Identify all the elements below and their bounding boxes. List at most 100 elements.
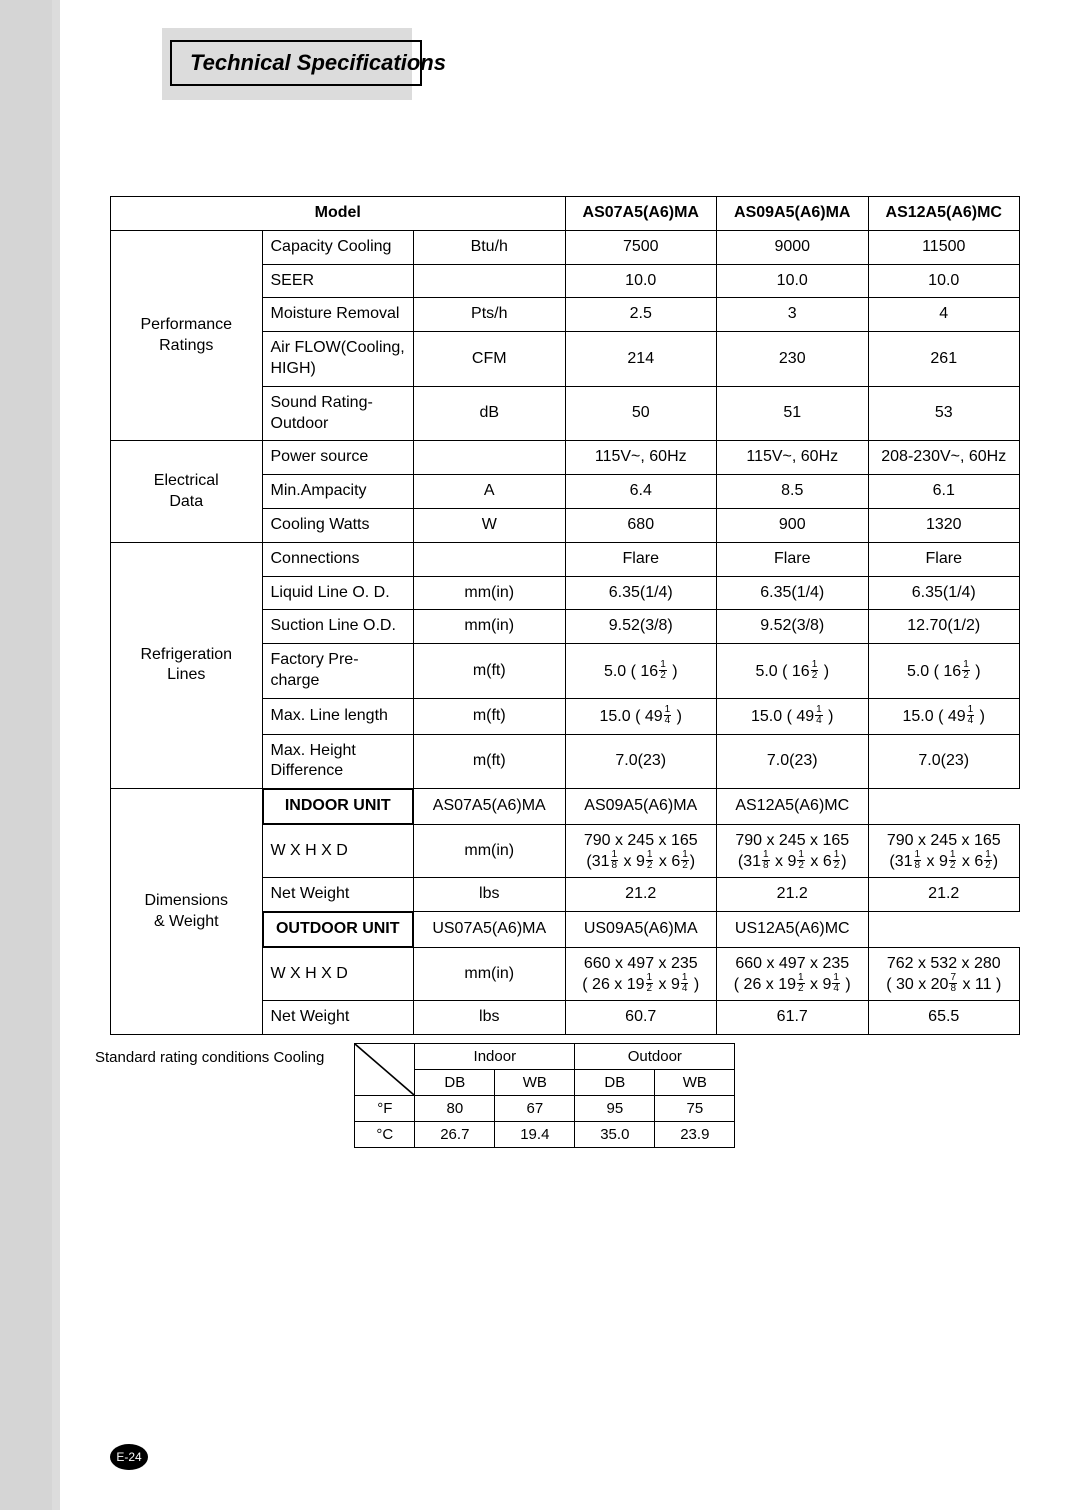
spec-value: 10.0	[717, 264, 869, 298]
spec-label: Min.Ampacity	[262, 475, 414, 509]
spec-label: Cooling Watts	[262, 508, 414, 542]
indoor-unit-header: INDOOR UNIT	[263, 789, 414, 824]
spec-label: Connections	[262, 542, 414, 576]
spec-value: 10.0	[868, 264, 1020, 298]
scan-gutter	[0, 0, 60, 1510]
rating-col: WB	[495, 1070, 575, 1096]
spec-value: 10.0	[565, 264, 717, 298]
spec-value: Flare	[565, 542, 717, 576]
model-code: AS09A5(A6)MA	[717, 197, 869, 231]
rating-value: 35.0	[575, 1122, 655, 1148]
spec-value: 261	[868, 332, 1020, 387]
spec-value: 7.0(23)	[565, 734, 717, 789]
spec-label: Suction Line O.D.	[262, 610, 414, 644]
spec-unit	[414, 264, 566, 298]
outdoor-model-code: US09A5(A6)MA	[565, 912, 717, 948]
spec-label: Max. Line length	[262, 698, 414, 734]
spec-label: Sound Rating-Outdoor	[262, 386, 414, 441]
rating-unit: °F	[355, 1096, 415, 1122]
spec-unit: lbs	[414, 1001, 566, 1035]
rating-col-group: Indoor	[415, 1044, 575, 1070]
indoor-model-code: AS09A5(A6)MA	[565, 789, 717, 825]
rating-unit: °C	[355, 1122, 415, 1148]
spec-value: 115V~, 60Hz	[565, 441, 717, 475]
spec-unit: CFM	[414, 332, 566, 387]
spec-value: 7.0(23)	[717, 734, 869, 789]
spec-value: 900	[717, 508, 869, 542]
rating-col: DB	[575, 1070, 655, 1096]
spec-unit: m(ft)	[414, 698, 566, 734]
spec-value: 790 x 245 x 165(3118 x 912 x 612)	[717, 824, 869, 877]
spec-unit: dB	[414, 386, 566, 441]
outdoor-model-code: US12A5(A6)MC	[717, 912, 869, 948]
spec-value: 15.0 ( 4914 )	[565, 698, 717, 734]
spec-value: 6.4	[565, 475, 717, 509]
spec-label: Net Weight	[262, 1001, 414, 1035]
spec-value: 115V~, 60Hz	[717, 441, 869, 475]
spec-value: 7500	[565, 230, 717, 264]
rating-value: 75	[655, 1096, 735, 1122]
indoor-model-code: AS07A5(A6)MA	[414, 789, 566, 825]
spec-label: Net Weight	[262, 878, 414, 912]
model-code: AS07A5(A6)MA	[565, 197, 717, 231]
spec-table: ModelAS07A5(A6)MAAS09A5(A6)MAAS12A5(A6)M…	[110, 196, 1020, 1035]
spec-unit	[414, 542, 566, 576]
spec-value: 762 x 532 x 280( 30 x 2078 x 11 )	[868, 947, 1020, 1000]
spec-unit: mm(in)	[414, 824, 566, 877]
spec-value: 7.0(23)	[868, 734, 1020, 789]
rating-col: DB	[415, 1070, 495, 1096]
rating-value: 23.9	[655, 1122, 735, 1148]
spec-label: Capacity Cooling	[262, 230, 414, 264]
rating-col: WB	[655, 1070, 735, 1096]
rating-diag	[355, 1044, 415, 1096]
spec-value: 21.2	[717, 878, 869, 912]
category-label: RefrigerationLines	[111, 542, 263, 788]
spec-label: Power source	[262, 441, 414, 475]
spec-value: 5.0 ( 1612 )	[868, 644, 1020, 699]
rating-value: 80	[415, 1096, 495, 1122]
spec-unit: mm(in)	[414, 947, 566, 1000]
outdoor-model-code: US07A5(A6)MA	[414, 912, 566, 948]
spec-value: 5.0 ( 1612 )	[565, 644, 717, 699]
spec-label: SEER	[262, 264, 414, 298]
spec-value: 208-230V~, 60Hz	[868, 441, 1020, 475]
spec-value: 3	[717, 298, 869, 332]
spec-value: 15.0 ( 4914 )	[868, 698, 1020, 734]
page-content: Technical Specifications ModelAS07A5(A6)…	[60, 0, 1080, 1510]
spec-value: 65.5	[868, 1001, 1020, 1035]
spec-value: 6.35(1/4)	[565, 576, 717, 610]
spec-value: 21.2	[565, 878, 717, 912]
spec-value: 1320	[868, 508, 1020, 542]
spec-unit: W	[414, 508, 566, 542]
spec-value: 60.7	[565, 1001, 717, 1035]
spec-label: Max. Height Difference	[262, 734, 414, 789]
spec-unit: Btu/h	[414, 230, 566, 264]
spec-value: 51	[717, 386, 869, 441]
rating-value: 26.7	[415, 1122, 495, 1148]
category-label: ElectricalData	[111, 441, 263, 542]
category-label: PerformanceRatings	[111, 230, 263, 441]
model-header: Model	[111, 197, 566, 231]
model-code: AS12A5(A6)MC	[868, 197, 1020, 231]
spec-value: 790 x 245 x 165(3118 x 912 x 612)	[868, 824, 1020, 877]
page-number: E-24	[110, 1444, 148, 1470]
spec-label: Air FLOW(Cooling, HIGH)	[262, 332, 414, 387]
spec-value: 6.35(1/4)	[868, 576, 1020, 610]
spec-value: 230	[717, 332, 869, 387]
indoor-model-code: AS12A5(A6)MC	[717, 789, 869, 825]
spec-value: 50	[565, 386, 717, 441]
spec-value: 214	[565, 332, 717, 387]
spec-value: 6.35(1/4)	[717, 576, 869, 610]
spec-value: 9000	[717, 230, 869, 264]
spec-unit: A	[414, 475, 566, 509]
spec-value: 15.0 ( 4914 )	[717, 698, 869, 734]
title-block: Technical Specifications	[170, 40, 1020, 86]
spec-label: Liquid Line O. D.	[262, 576, 414, 610]
spec-value: 660 x 497 x 235( 26 x 1912 x 914 )	[717, 947, 869, 1000]
spec-unit: m(ft)	[414, 734, 566, 789]
rating-table: IndoorOutdoorDBWBDBWB°F80679575°C26.719.…	[354, 1043, 735, 1148]
spec-unit: m(ft)	[414, 644, 566, 699]
spec-value: 61.7	[717, 1001, 869, 1035]
spec-value: 8.5	[717, 475, 869, 509]
spec-unit	[414, 441, 566, 475]
